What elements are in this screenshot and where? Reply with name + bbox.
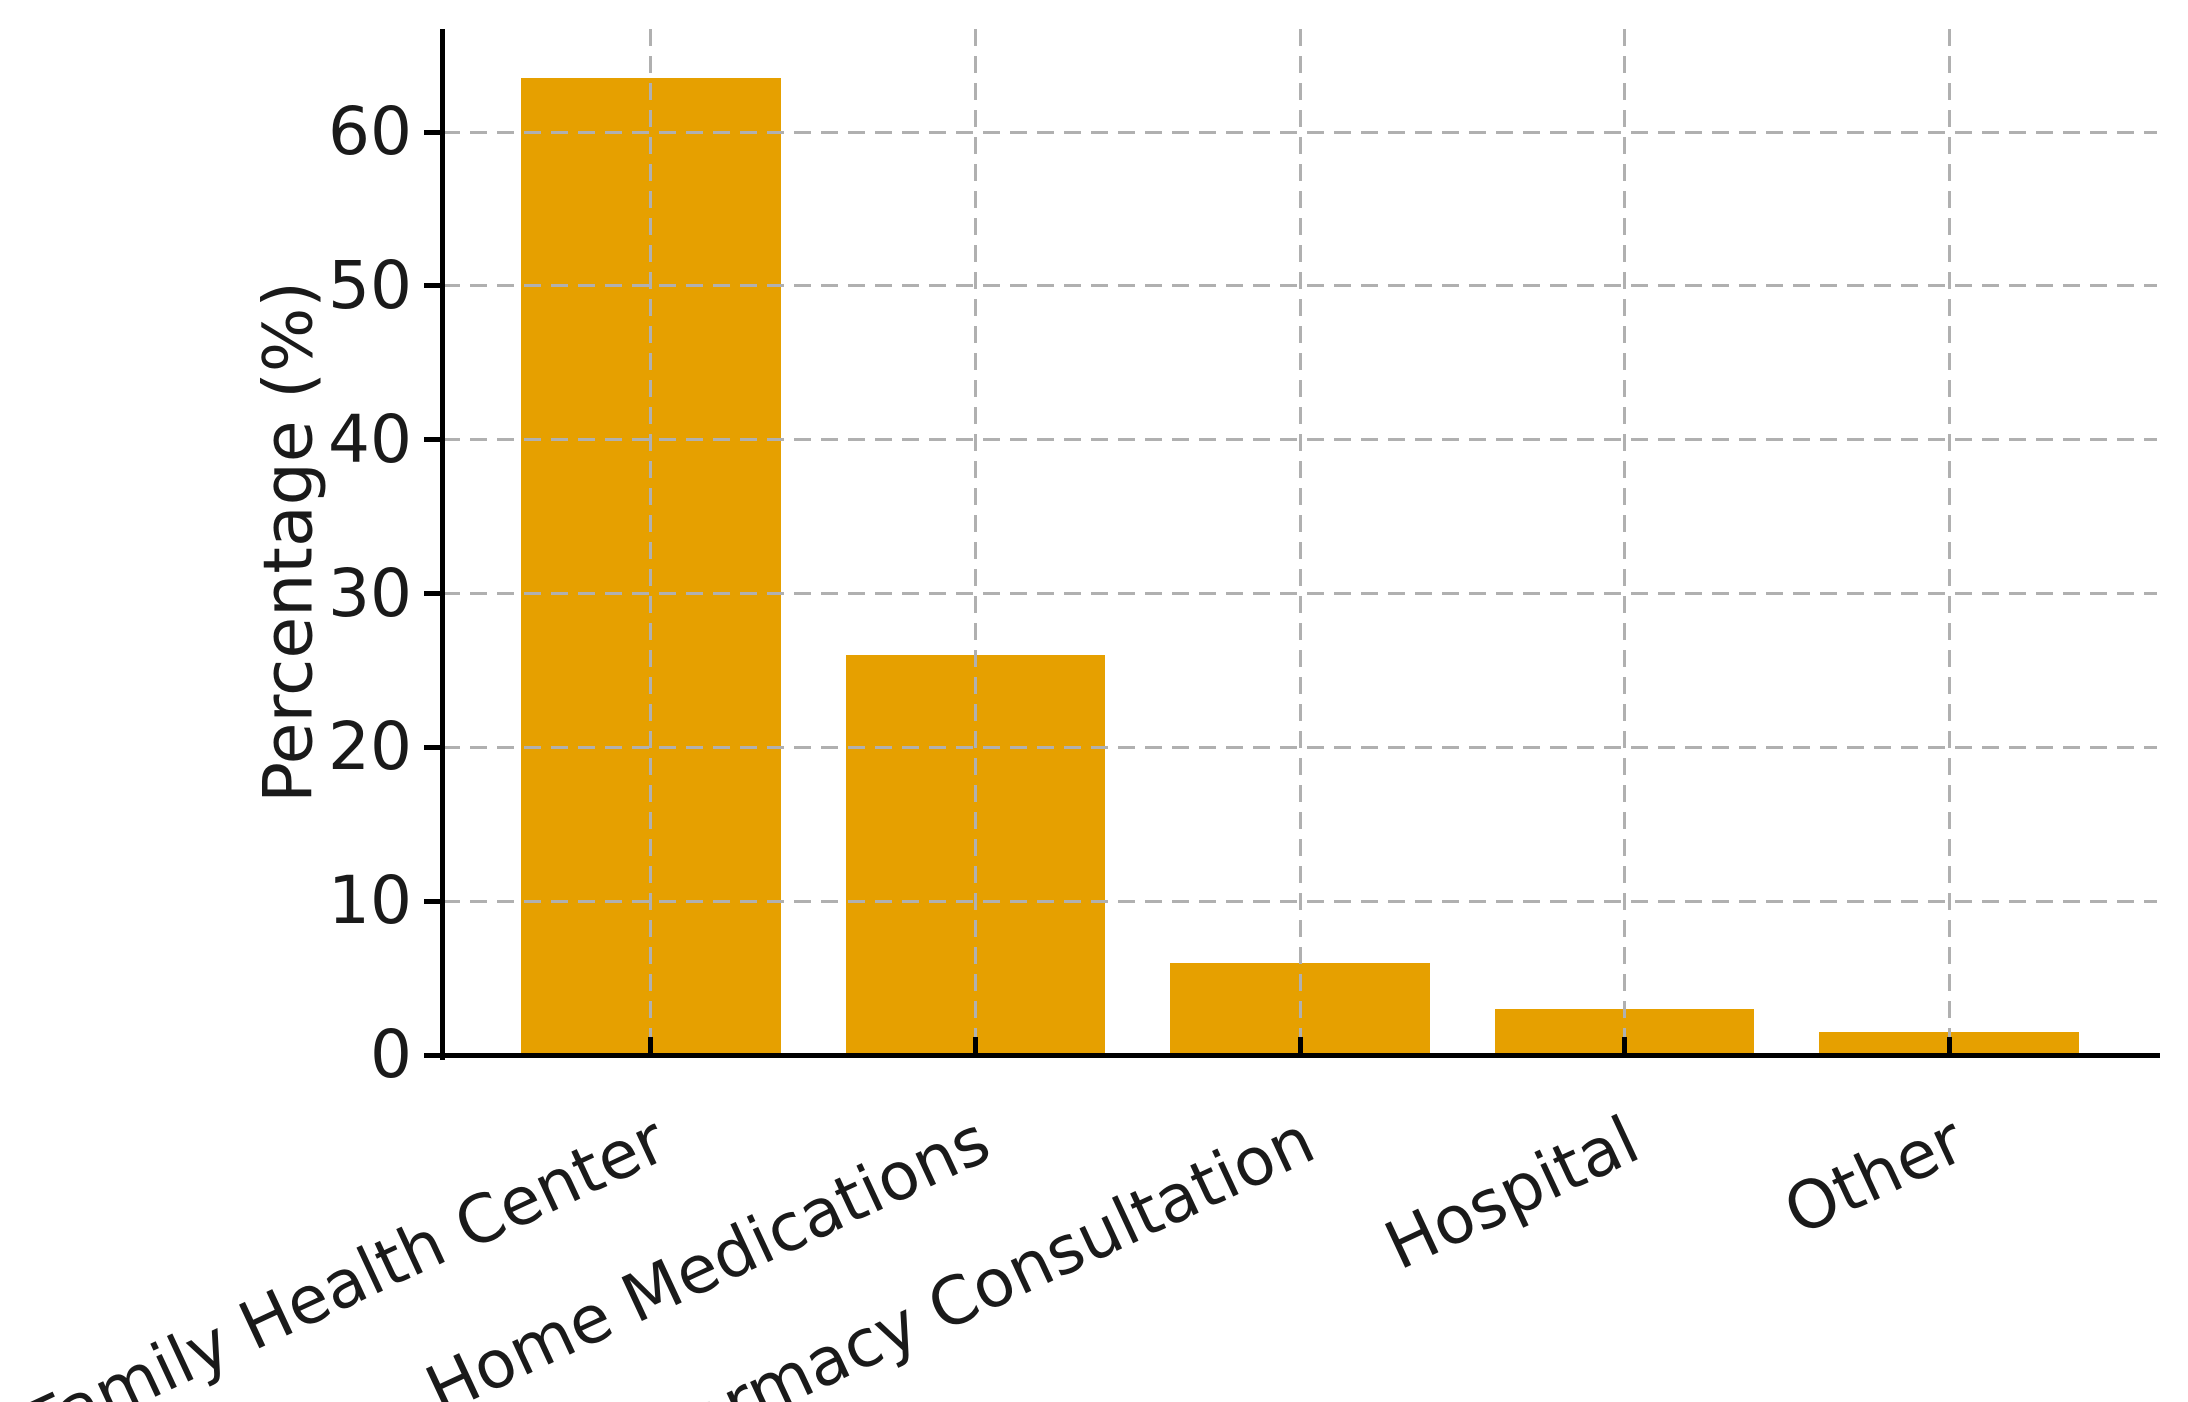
x-tick-5 [1946,1037,1952,1055]
x-tick-1 [648,1037,654,1055]
gridline-x-1 [649,29,653,1055]
y-tick-0 [424,1052,440,1058]
y-tick-50 [424,283,440,289]
x-axis-spine [440,1053,2160,1058]
y-tick-label-0: 0 [370,1016,412,1093]
gridline-x-4 [1623,29,1627,1055]
x-tick-2 [972,1037,978,1055]
gridline-x-3 [1298,29,1302,1055]
y-tick-40 [424,437,440,443]
x-tick-4 [1622,1037,1628,1055]
y-tick-label-50: 50 [328,246,412,324]
y-tick-30 [424,591,440,597]
y-tick-10 [424,898,440,904]
y-tick-label-60: 60 [328,93,412,171]
x-tick-label-5: Other [1772,1101,1976,1251]
y-tick-60 [424,129,440,135]
y-tick-label-20: 20 [328,708,412,786]
x-tick-label-4: Hospital [1373,1101,1651,1285]
gridline-x-2 [973,29,977,1055]
y-axis-spine [440,29,445,1060]
y-tick-label-10: 10 [328,862,412,940]
y-axis-label: Percentage (%) [249,281,329,803]
gridline-x-5 [1947,29,1951,1055]
y-tick-20 [424,744,440,750]
y-tick-label-30: 30 [328,554,412,632]
x-tick-3 [1297,1037,1303,1055]
y-tick-label-40: 40 [328,400,412,478]
